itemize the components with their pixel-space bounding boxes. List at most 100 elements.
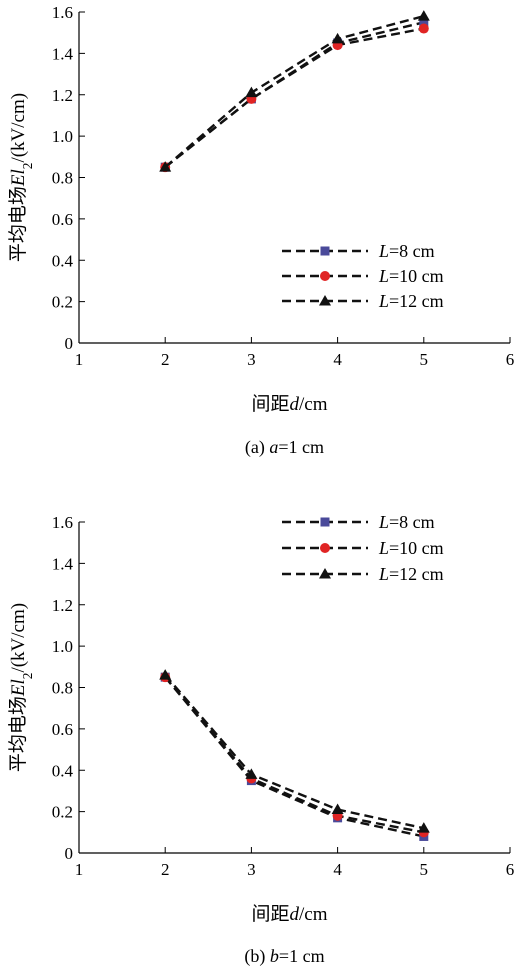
legend-label: L=10 cm — [378, 538, 444, 558]
y-axis-title: 平均电场El2/(kV/cm) — [7, 603, 35, 772]
data-point — [419, 17, 429, 27]
x-tick-label: 1 — [75, 860, 84, 879]
x-tick-label: 6 — [506, 860, 515, 879]
y-tick-label: 0.2 — [52, 803, 73, 822]
legend-entry: L=10 cm — [282, 538, 444, 558]
legend-entry: L=10 cm — [282, 266, 444, 286]
y-tick-label: 0.4 — [52, 761, 74, 780]
y-axis-title-text: 平均电场 — [7, 186, 29, 262]
legend-label-variable: L — [378, 291, 389, 311]
legend-marker — [320, 517, 330, 527]
series-line — [164, 676, 425, 838]
x-axis-title: 间距d/cm — [251, 393, 327, 415]
y-tick-label: 0.6 — [52, 210, 73, 229]
y-axis-title-unit: /(kV/cm) — [8, 93, 29, 163]
series-1 — [160, 672, 429, 838]
legend-label-variable: L — [378, 241, 389, 261]
legend-label-variable: L — [378, 538, 389, 558]
y-axis-title-unit: /(kV/cm) — [8, 603, 29, 673]
series-line — [164, 21, 425, 169]
series-line — [164, 674, 425, 830]
y-axis-title: 平均电场El2/(kV/cm) — [7, 93, 35, 262]
series-line — [164, 14, 425, 169]
legend-label: L=8 cm — [378, 241, 435, 261]
series-0 — [160, 17, 429, 172]
legend-label-variable: L — [378, 266, 389, 286]
legend-label-value: =12 cm — [389, 564, 444, 584]
x-tick-label: 2 — [161, 860, 170, 879]
legend-entry: L=8 cm — [282, 512, 435, 532]
legend-label-value: =8 cm — [389, 241, 435, 261]
series-0 — [160, 672, 429, 841]
legend-label: L=12 cm — [378, 291, 444, 311]
legend-marker — [320, 246, 330, 256]
y-tick-label: 1.0 — [52, 637, 73, 656]
caption-variable: a — [269, 437, 278, 457]
x-tick-label: 6 — [506, 350, 515, 369]
data-point — [245, 768, 258, 779]
data-point — [159, 669, 172, 680]
legend-entry: L=12 cm — [282, 564, 444, 584]
y-tick-label: 1.2 — [52, 596, 73, 615]
x-tick-label: 3 — [247, 860, 256, 879]
series-2 — [159, 669, 430, 833]
legend-label-variable: L — [378, 512, 389, 532]
data-point — [417, 822, 430, 833]
y-tick-label: 1.6 — [52, 513, 73, 532]
x-axis-title-variable: d — [290, 394, 300, 415]
x-tick-label: 5 — [420, 350, 429, 369]
legend-entry: L=12 cm — [282, 291, 444, 311]
x-tick-label: 5 — [420, 860, 429, 879]
x-tick-label: 2 — [161, 350, 170, 369]
legend-label-value: =8 cm — [389, 512, 435, 532]
x-axis-title-unit: /cm — [299, 904, 328, 925]
x-axis-title: 间距d/cm — [251, 903, 327, 925]
caption-prefix: (a) — [245, 437, 269, 458]
legend: L=8 cmL=10 cmL=12 cm — [282, 512, 444, 584]
caption-value: =1 cm — [279, 946, 325, 966]
x-tick-label: 1 — [75, 350, 84, 369]
y-tick-label: 1.0 — [52, 127, 73, 146]
x-axis-title-text: 间距 — [251, 393, 289, 415]
data-point — [245, 86, 258, 98]
y-tick-label: 1.6 — [52, 3, 73, 22]
x-tick-label: 4 — [333, 860, 342, 879]
series-1 — [160, 23, 429, 173]
x-tick-label: 3 — [247, 350, 256, 369]
caption-variable: b — [270, 946, 279, 966]
series-2 — [159, 10, 430, 172]
data-point — [159, 161, 172, 172]
legend-entry: L=8 cm — [282, 241, 435, 261]
y-tick-label: 0.8 — [52, 169, 73, 188]
legend-marker — [319, 295, 331, 306]
y-tick-label: 0 — [65, 334, 74, 353]
y-axis-title-subscript: 2 — [20, 163, 35, 170]
legend-label: L=12 cm — [378, 564, 444, 584]
legend: L=8 cmL=10 cmL=12 cm — [282, 241, 444, 311]
legend-marker — [319, 568, 331, 579]
caption-value: =1 cm — [278, 437, 324, 457]
series-line — [164, 676, 425, 834]
data-point — [418, 23, 429, 34]
y-tick-label: 1.2 — [52, 86, 73, 105]
legend-label-value: =10 cm — [389, 538, 444, 558]
legend-marker — [320, 271, 330, 281]
y-tick-label: 1.4 — [52, 554, 74, 573]
legend-label-variable: L — [378, 564, 389, 584]
legend-label-value: =10 cm — [389, 266, 444, 286]
chart-caption: (a) a=1 cm — [245, 437, 324, 458]
legend-marker — [320, 543, 330, 553]
chart-a: 1 2 3 4 5 600.20.40.60.81.01.21.41.6L=8 cmL=1… — [7, 3, 514, 458]
y-axis-title-text: 平均电场 — [7, 696, 29, 772]
data-point — [417, 10, 430, 21]
y-axis-title-variable: El — [8, 679, 29, 697]
chart-b: 1 2 3 4 5 600.20.40.60.81.01.21.41.6 L=8 cmL=1… — [7, 512, 514, 966]
x-tick-label: 4 — [333, 350, 342, 369]
y-axis-title-subscript: 2 — [20, 673, 35, 680]
y-axis-title-variable: El — [8, 169, 29, 187]
y-tick-label: 0.2 — [52, 293, 73, 312]
data-point — [331, 803, 344, 815]
chart-caption: (b) b=1 cm — [244, 946, 324, 966]
series-line — [164, 27, 425, 169]
y-tick-label: 0.8 — [52, 679, 73, 698]
